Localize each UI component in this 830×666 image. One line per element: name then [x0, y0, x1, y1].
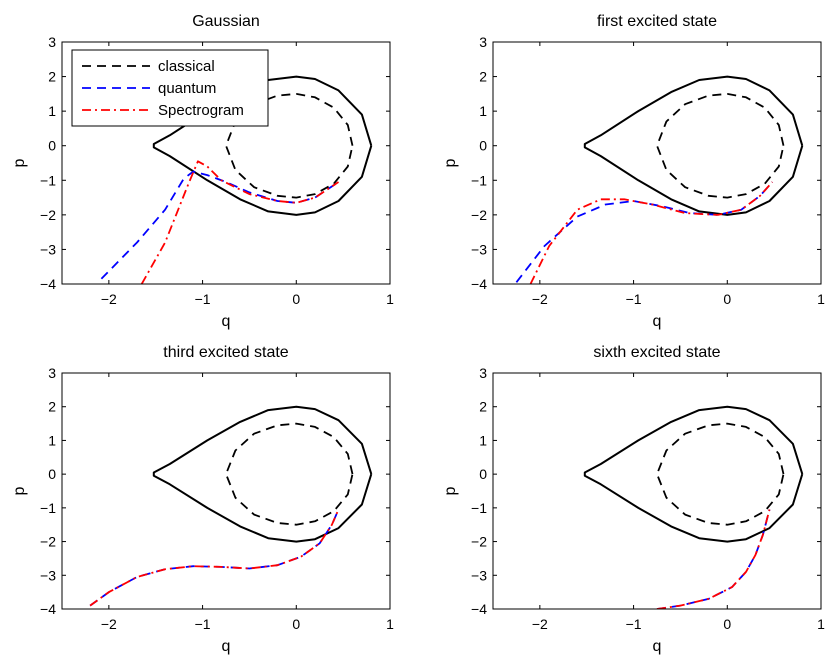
y-tick-label: 0	[48, 138, 56, 154]
y-axis-label: p	[11, 486, 28, 495]
series-line-quantum	[656, 509, 771, 609]
y-tick-label: 1	[48, 103, 56, 119]
x-tick-label: 0	[292, 291, 300, 307]
y-tick-label: 3	[48, 34, 56, 50]
y-tick-label: −4	[40, 276, 56, 292]
axes-box	[492, 372, 822, 610]
y-tick-label: −4	[471, 601, 487, 617]
y-tick-label: 2	[479, 399, 487, 415]
y-tick-label: −2	[40, 207, 56, 223]
y-tick-label: −3	[40, 567, 56, 583]
y-tick-label: 3	[48, 365, 56, 381]
y-tick-label: 0	[479, 466, 487, 482]
x-tick-label: −2	[532, 291, 548, 307]
y-tick-label: 3	[479, 34, 487, 50]
series-line-classical	[225, 93, 354, 199]
y-tick-label: −3	[471, 241, 487, 257]
x-tick-label: −2	[532, 616, 548, 632]
y-axis-label: p	[442, 158, 459, 167]
x-axis-label: q	[222, 638, 231, 655]
x-tick-label: −1	[195, 291, 211, 307]
subplot-title: Gaussian	[192, 13, 260, 30]
x-tick-label: 0	[723, 291, 731, 307]
series-line-classical	[656, 93, 785, 199]
subplot-1: −2 −1 0 1 3 2 1 0 −1 −2 −3 −4 Gaussian q p classical qua…	[11, 13, 394, 330]
x-tick-label: 0	[292, 616, 300, 632]
subplot-2: −2 −1 0 1 3 2 1 0 −1 −2 −3 −4 first excited state q p	[442, 13, 825, 330]
y-tick-label: −1	[40, 500, 56, 516]
y-tick-label: −4	[471, 276, 487, 292]
x-axis-label: q	[653, 313, 662, 330]
series-line-spectrogram	[656, 509, 771, 609]
x-tick-label: −2	[101, 616, 117, 632]
subplot-title: third excited state	[163, 344, 289, 361]
y-tick-label: −2	[471, 534, 487, 550]
y-tick-label: −4	[40, 601, 56, 617]
series-line-quantum	[100, 170, 339, 280]
y-tick-label: −1	[471, 500, 487, 516]
y-tick-label: 1	[48, 432, 56, 448]
y-tick-label: −2	[40, 534, 56, 550]
y-tick-label: −2	[471, 207, 487, 223]
x-tick-label: 1	[817, 616, 825, 632]
y-tick-label: 1	[479, 103, 487, 119]
subplot-3: −2 −1 0 1 3 2 1 0 −1 −2 −3 −4 third excited state q p	[11, 344, 394, 655]
x-tick-label: 1	[386, 616, 394, 632]
series-group	[515, 75, 804, 284]
series-line-classical	[225, 422, 354, 526]
x-tick-label: −1	[626, 616, 642, 632]
x-tick-label: 1	[386, 291, 394, 307]
series-line-quantum	[515, 181, 773, 283]
series-line-classical	[656, 422, 785, 526]
y-axis-label: p	[11, 158, 28, 167]
y-axis-label: p	[442, 486, 459, 495]
legend-label-spectrogram: Spectrogram	[158, 102, 244, 119]
series-line-spectrogram	[89, 509, 340, 607]
y-tick-label: 2	[479, 69, 487, 85]
y-tick-label: −3	[40, 241, 56, 257]
y-tick-label: 3	[479, 365, 487, 381]
y-tick-label: 0	[479, 138, 487, 154]
axes-box	[61, 41, 391, 285]
y-tick-label: 2	[48, 399, 56, 415]
y-tick-label: 0	[48, 466, 56, 482]
axes-box	[61, 372, 391, 610]
subplot-title: sixth excited state	[593, 344, 720, 361]
x-tick-label: 1	[817, 291, 825, 307]
x-axis-label: q	[653, 638, 662, 655]
legend: classical quantum Spectrogram	[71, 49, 269, 127]
legend-label-classical: classical	[158, 58, 215, 75]
y-tick-label: −1	[40, 172, 56, 188]
axes-box	[492, 41, 822, 285]
subplot-grid: −2 −1 0 1 3 2 1 0 −1 −2 −3 −4 Gaussian q p classical qua…	[11, 13, 825, 655]
y-tick-label: 2	[48, 69, 56, 85]
series-group	[583, 405, 804, 609]
series-line-energy-contour	[152, 75, 373, 216]
x-axis-label: q	[222, 313, 231, 330]
y-tick-label: −3	[471, 567, 487, 583]
x-tick-label: −1	[195, 616, 211, 632]
series-group	[100, 75, 373, 284]
y-tick-label: −1	[471, 172, 487, 188]
series-line-energy-contour	[583, 405, 804, 543]
subplot-4: −2 −1 0 1 3 2 1 0 −1 −2 −3 −4 sixth excited state q p	[442, 344, 825, 655]
x-tick-label: −1	[626, 291, 642, 307]
x-tick-label: −2	[101, 291, 117, 307]
series-line-spectrogram	[529, 181, 773, 284]
series-line-spectrogram	[140, 160, 339, 284]
series-line-energy-contour	[583, 75, 804, 216]
series-group	[89, 405, 373, 607]
subplot-title: first excited state	[597, 13, 717, 30]
series-line-energy-contour	[152, 405, 373, 543]
y-tick-label: 1	[479, 432, 487, 448]
legend-label-quantum: quantum	[158, 80, 216, 97]
x-tick-label: 0	[723, 616, 731, 632]
